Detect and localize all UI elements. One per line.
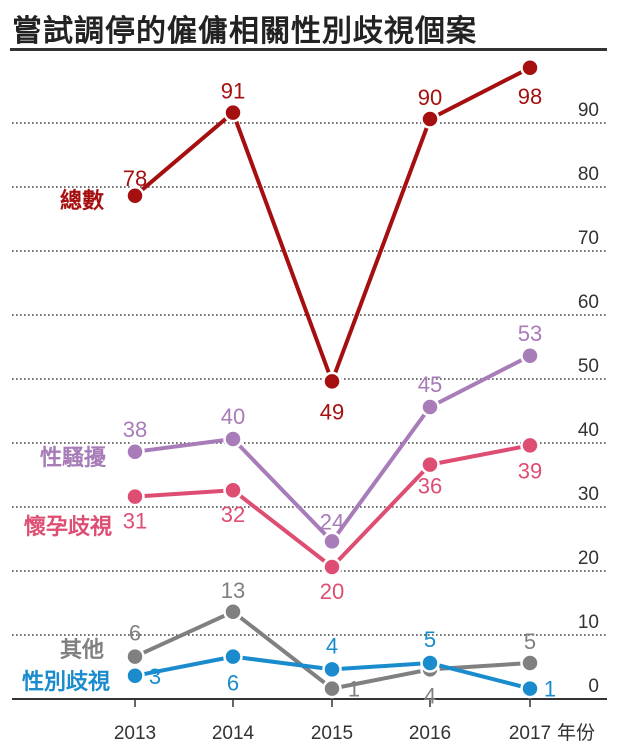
data-point — [223, 102, 243, 123]
data-label: 1 — [348, 677, 360, 702]
data-point — [125, 186, 145, 206]
data-point — [420, 653, 440, 673]
data-label: 32 — [221, 502, 245, 527]
data-label: 53 — [518, 321, 542, 346]
data-label: 40 — [221, 404, 245, 429]
data-point — [420, 397, 440, 417]
y-tick-label: 0 — [588, 676, 599, 697]
y-tick-label: 70 — [578, 228, 599, 249]
data-label: 1 — [544, 677, 556, 702]
data-label: 45 — [418, 372, 442, 397]
chart-title: 嘗試調停的僱傭相關性別歧視個案 — [12, 14, 477, 49]
data-point — [322, 557, 342, 577]
title-divider — [10, 48, 607, 51]
series-line — [133, 65, 532, 384]
data-label: 91 — [221, 79, 245, 104]
data-label: 98 — [518, 84, 542, 109]
data-label: 78 — [123, 166, 147, 191]
series-name-label: 性騷擾 — [40, 445, 107, 471]
y-tick-label: 60 — [578, 292, 599, 313]
data-point — [223, 429, 243, 449]
data-point — [223, 646, 243, 667]
data-point — [322, 371, 342, 392]
data-point — [223, 602, 243, 622]
data-point — [125, 646, 145, 667]
data-point — [520, 678, 540, 699]
data-label: 4 — [424, 683, 436, 708]
series-layer — [125, 58, 540, 699]
data-point — [125, 486, 145, 507]
data-label: 6 — [227, 671, 239, 696]
data-label: 5 — [424, 627, 436, 652]
y-tick-label: 10 — [578, 612, 599, 633]
data-label: 20 — [320, 579, 344, 604]
x-axis-suffix-label: 年份 — [557, 722, 595, 744]
x-axis: 2013 2014 2015 2016 2017 年份 — [114, 699, 595, 744]
y-tick-label: 40 — [578, 420, 599, 441]
data-point — [322, 531, 342, 552]
data-point — [420, 454, 440, 475]
data-point — [420, 109, 440, 129]
x-tick-label: 2017 — [509, 723, 551, 744]
x-tick-label: 2014 — [212, 723, 255, 744]
data-label: 24 — [320, 509, 344, 534]
series-name-label: 其他 — [60, 638, 104, 663]
x-tick-label: 2016 — [409, 723, 451, 744]
series-name-label: 性別歧視 — [22, 670, 110, 695]
data-label: 36 — [418, 474, 442, 499]
data-point — [125, 666, 145, 686]
y-tick-label: 90 — [578, 100, 599, 121]
y-tick-label: 20 — [578, 548, 599, 569]
x-tick-label: 2013 — [114, 723, 156, 744]
data-point — [520, 435, 540, 456]
data-point — [322, 678, 342, 699]
data-point — [223, 480, 243, 500]
data-label: 90 — [418, 85, 442, 110]
data-label: 5 — [524, 629, 536, 654]
data-label: 31 — [123, 509, 147, 534]
data-point — [520, 58, 540, 78]
data-point — [322, 659, 342, 680]
data-label: 39 — [518, 458, 542, 483]
data-point — [520, 653, 540, 673]
data-label: 4 — [326, 633, 338, 658]
y-tick-label: 30 — [578, 484, 599, 505]
series-name-label: 懷孕歧視 — [24, 514, 112, 540]
data-label: 13 — [221, 578, 245, 603]
data-label: 3 — [149, 664, 161, 689]
y-tick-label: 80 — [578, 164, 599, 185]
data-label: 38 — [123, 417, 147, 442]
x-tick-label: 2015 — [311, 723, 353, 744]
data-label: 6 — [129, 621, 141, 646]
data-label: 49 — [320, 399, 344, 424]
data-point — [125, 442, 145, 462]
series-name-label: 總數 — [60, 188, 104, 214]
y-tick-label: 50 — [578, 356, 599, 377]
data-point — [520, 346, 540, 366]
